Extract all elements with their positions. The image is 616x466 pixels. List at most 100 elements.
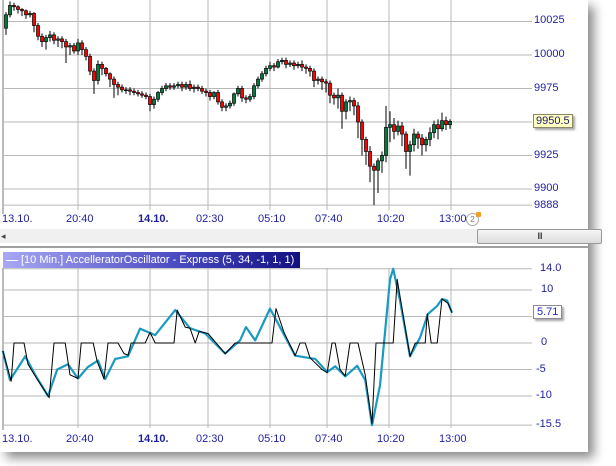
time-axis-label: 20:40 bbox=[66, 433, 94, 445]
candle bbox=[36, 25, 40, 37]
candle bbox=[208, 92, 212, 97]
candle bbox=[348, 100, 352, 103]
candle bbox=[360, 121, 364, 140]
candle bbox=[200, 88, 204, 92]
candle bbox=[100, 64, 104, 69]
horizontal-scrollbar[interactable]: ◂ III bbox=[0, 229, 602, 244]
price-axis-label: 10000 bbox=[534, 48, 565, 60]
candle bbox=[268, 65, 272, 69]
oscillator-axis-label: 0 bbox=[541, 336, 548, 348]
candle bbox=[232, 93, 236, 104]
candle bbox=[140, 93, 144, 96]
candle bbox=[372, 165, 376, 171]
oscillator-axis-label: -10 bbox=[536, 389, 552, 401]
candle bbox=[296, 64, 300, 67]
candle bbox=[308, 68, 312, 72]
candle bbox=[80, 42, 84, 50]
candle bbox=[436, 124, 440, 130]
candle bbox=[96, 64, 100, 81]
oscillator-axis-label: -5 bbox=[536, 362, 546, 375]
candle bbox=[148, 96, 152, 105]
candle bbox=[212, 92, 216, 97]
candle bbox=[104, 68, 108, 75]
candle bbox=[236, 88, 240, 95]
candle bbox=[404, 133, 408, 152]
candle bbox=[244, 97, 248, 100]
candle bbox=[304, 66, 308, 69]
candle bbox=[364, 139, 368, 152]
candle bbox=[192, 86, 196, 89]
candle bbox=[40, 35, 44, 42]
candle bbox=[196, 86, 200, 89]
candle bbox=[224, 105, 228, 108]
candle bbox=[292, 62, 296, 67]
candle bbox=[420, 137, 424, 146]
candle bbox=[8, 5, 12, 16]
current-price-badge: 9950.5 bbox=[533, 114, 573, 128]
indicator-header[interactable]: [10 Min.] AccelleratorOscillator - Expre… bbox=[3, 252, 300, 268]
candle bbox=[184, 84, 188, 88]
candle bbox=[416, 133, 420, 139]
candle bbox=[48, 34, 52, 38]
candle bbox=[248, 96, 252, 100]
candle bbox=[156, 92, 160, 100]
candle bbox=[116, 84, 120, 88]
price-chart[interactable] bbox=[0, 0, 588, 226]
candle bbox=[280, 60, 284, 63]
candle bbox=[28, 13, 32, 16]
candle bbox=[320, 78, 324, 83]
time-axis-label: 13:00 bbox=[439, 433, 467, 445]
candle bbox=[88, 55, 92, 72]
candle bbox=[324, 81, 328, 84]
oscillator-chart[interactable] bbox=[0, 0, 588, 452]
candle bbox=[400, 125, 404, 135]
candle bbox=[164, 85, 168, 89]
candle bbox=[380, 155, 384, 162]
candle bbox=[312, 70, 316, 81]
candle bbox=[220, 101, 224, 108]
candle bbox=[188, 84, 192, 89]
candle bbox=[92, 70, 96, 81]
time-axis-label: 02:30 bbox=[196, 213, 224, 225]
candle bbox=[432, 124, 436, 134]
scroll-thumb[interactable]: III bbox=[477, 229, 602, 244]
candle bbox=[256, 78, 260, 87]
candle bbox=[448, 120, 452, 126]
candle bbox=[228, 102, 232, 107]
time-axis-label: 13.10. bbox=[2, 213, 33, 225]
clock-icon[interactable]: 2 bbox=[466, 212, 481, 226]
candle bbox=[344, 101, 348, 112]
time-axis-label: 10:20 bbox=[377, 433, 405, 445]
signal-line bbox=[2, 278, 453, 425]
candle bbox=[172, 85, 176, 88]
time-axis-label: 07:40 bbox=[315, 433, 343, 445]
candle bbox=[316, 78, 320, 81]
oscillator-line bbox=[1, 267, 454, 427]
candle bbox=[428, 132, 432, 140]
price-axis-label: 9900 bbox=[534, 182, 559, 194]
price-axis-label: 9888 bbox=[534, 199, 559, 211]
scroll-left-arrow-icon[interactable]: ◂ bbox=[1, 231, 6, 241]
time-axis-label: 14.10. bbox=[138, 213, 169, 225]
candle bbox=[240, 88, 244, 99]
time-axis-label: 20:40 bbox=[66, 213, 94, 225]
panel-splitter[interactable] bbox=[0, 246, 588, 248]
candle bbox=[152, 98, 156, 105]
candle bbox=[144, 94, 148, 97]
candle bbox=[276, 61, 280, 68]
candle bbox=[440, 120, 444, 130]
candle bbox=[76, 42, 80, 52]
candle bbox=[68, 45, 72, 48]
candle bbox=[368, 151, 372, 167]
candle bbox=[160, 88, 164, 93]
candle bbox=[336, 94, 340, 99]
candle bbox=[204, 90, 208, 93]
candle bbox=[64, 41, 68, 48]
oscillator-axis-label: 10 bbox=[541, 283, 554, 295]
candle bbox=[60, 38, 64, 42]
chart-window: 10025 10000 9975 9925 9900 9888 9950.5 13.10.… bbox=[0, 0, 602, 452]
candle bbox=[384, 127, 388, 156]
candle bbox=[392, 124, 396, 132]
candle bbox=[396, 125, 400, 132]
candle bbox=[376, 160, 380, 171]
